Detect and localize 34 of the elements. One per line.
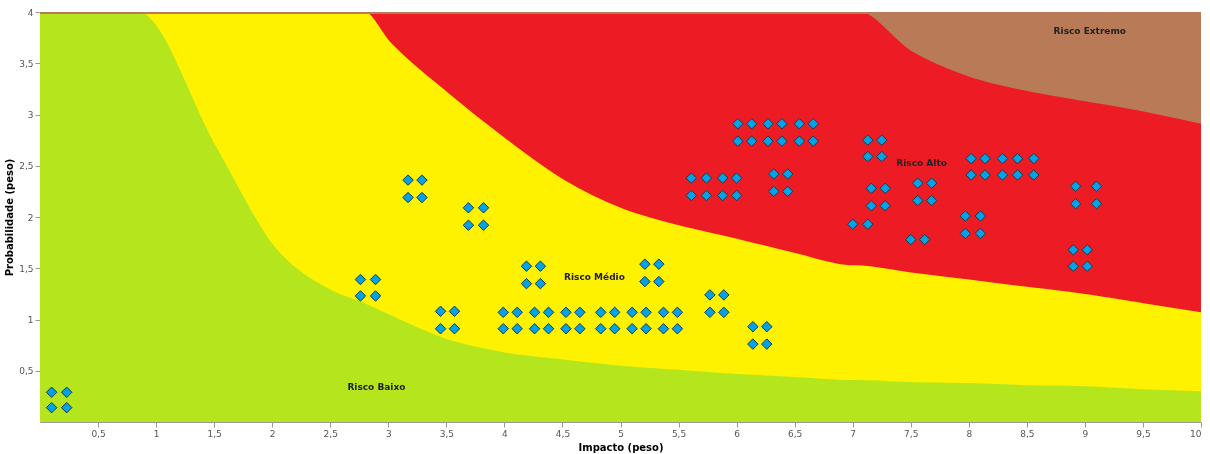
annotation: Risco Baixo xyxy=(347,381,406,392)
y-tick-label: 3 xyxy=(27,110,34,120)
x-tick-label: 1 xyxy=(153,428,160,439)
x-tick-label: 9 xyxy=(1082,428,1089,439)
x-tick-label: 6 xyxy=(734,428,741,439)
x-tick-label: 7 xyxy=(850,428,857,439)
annotation: Risco Extremo xyxy=(1053,25,1126,36)
x-tick-label: 8,5 xyxy=(1020,428,1035,439)
y-axis-title: Probabilidade (peso) xyxy=(4,158,16,277)
x-tick-label: 8 xyxy=(966,428,973,439)
y-tick-label: 0,5 xyxy=(19,366,34,377)
x-tick-label: 4,5 xyxy=(555,428,571,439)
annotation: Risco Médio xyxy=(564,271,625,282)
x-tick-label: 2,5 xyxy=(323,428,338,439)
x-tick-label: 0,5 xyxy=(91,428,106,439)
y-tick-label: 3,5 xyxy=(19,58,34,69)
x-tick-label: 5,5 xyxy=(671,428,687,439)
x-axis-title: Impacto (peso) xyxy=(578,441,664,453)
y-tick-label: 4 xyxy=(27,7,34,18)
y-tick-label: 2,5 xyxy=(19,161,34,172)
annotation: Risco Alto xyxy=(896,158,947,169)
x-tick-label: 9,5 xyxy=(1136,428,1151,439)
x-tick-label: 3,5 xyxy=(439,428,455,439)
x-tick-label: 3 xyxy=(385,428,392,439)
y-tick-label: 2 xyxy=(27,212,34,223)
x-tick-label: 7,5 xyxy=(904,428,919,439)
x-tick-label: 2 xyxy=(269,428,276,439)
x-tick-label: 10 xyxy=(1190,428,1202,439)
x-tick-label: 5 xyxy=(618,428,624,439)
x-tick-label: 6,5 xyxy=(787,428,803,439)
x-tick-label: 1,5 xyxy=(207,428,222,439)
y-tick-label: 1 xyxy=(27,315,34,325)
x-tick-label: 4 xyxy=(502,428,509,439)
y-tick-label: 1,5 xyxy=(19,263,34,274)
